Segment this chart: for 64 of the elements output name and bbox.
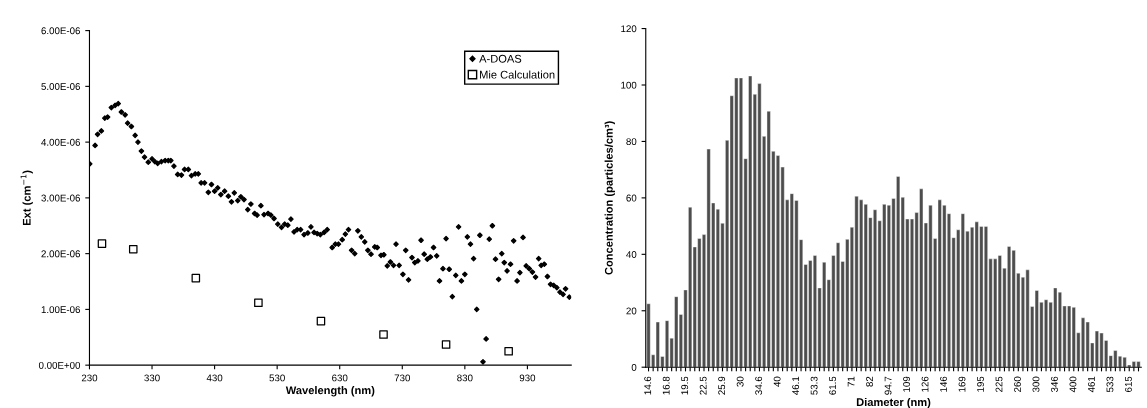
point	[254, 298, 263, 308]
x-tick-label: 430	[206, 374, 223, 382]
x-tick-label: 615	[1124, 376, 1132, 392]
point	[97, 239, 107, 248]
bar	[1122, 357, 1127, 368]
x-tick-label: 109	[903, 376, 910, 392]
x-tick-label: 126	[921, 376, 929, 392]
y-tick-label: 100	[621, 81, 637, 89]
y-tick-label: 3.00E-06	[41, 194, 81, 202]
x-tick-label: 19.5	[681, 376, 689, 395]
x-tick-label: 400	[1069, 376, 1077, 393]
x-tick-label: 730	[394, 374, 411, 382]
x-tick-label: 146	[940, 376, 947, 392]
bar	[1025, 269, 1030, 368]
point	[441, 340, 451, 349]
x-tick-label: 34.6	[755, 376, 763, 395]
y-tick-label: 1.00E-06	[41, 306, 81, 314]
x-tick-label: 930	[519, 374, 536, 382]
x-tick-label: 630	[332, 374, 348, 382]
y-tick-label: 0	[631, 363, 637, 371]
y-tick-label: 80	[626, 138, 637, 146]
x-tick-label: 346	[1051, 376, 1058, 393]
bar	[646, 303, 651, 368]
x-tick-label: 40	[773, 376, 781, 387]
x-tick-label: 25.9	[718, 376, 726, 395]
x-tick-label: 30	[736, 376, 744, 387]
point	[128, 244, 138, 254]
x-tick-label: 530	[269, 374, 285, 382]
x-tick-label: 225	[995, 376, 1003, 392]
x-tick-label: 260	[1014, 376, 1021, 392]
x-tick-label: 16.8	[662, 376, 670, 395]
x-tick-label: 830	[457, 374, 473, 382]
x-tick-label: 14.6	[644, 376, 652, 395]
y-tick-label: 2.00E-06	[41, 250, 81, 258]
x-tick-label: 53.3	[810, 376, 818, 395]
x-tick-label: 195	[977, 376, 984, 392]
y-tick-label: 60	[626, 194, 637, 202]
y-tick-label: 20	[626, 307, 637, 315]
legend-label: Mie Calculation	[480, 70, 555, 79]
y-tick-label: 6.00E-06	[41, 27, 81, 35]
y-tick-label: 0.00E+00	[38, 361, 81, 369]
x-tick-label: 46.1	[792, 376, 800, 395]
legend-label: A-DOAS	[479, 54, 522, 63]
x-tick-label: 22.5	[699, 376, 707, 395]
x-tick-label: 533	[1106, 376, 1114, 393]
x-tick-label: 71	[847, 376, 855, 387]
y-tick-label: 5.00E-06	[41, 83, 81, 90]
x-tick-label: 61.5	[829, 376, 837, 395]
x-tick-label: 300	[1032, 376, 1040, 393]
y-tick-label: 40	[626, 251, 637, 258]
point	[504, 346, 513, 356]
x-tick-label: 82	[866, 376, 874, 387]
y-tick-label: 4.00E-06	[41, 138, 81, 146]
y-tick-label: 120	[621, 25, 637, 33]
x-tick-label: 230	[81, 374, 98, 382]
y-axis-title: Concentration (particles/cm³)	[604, 121, 615, 275]
x-tick-label: 169	[958, 376, 966, 392]
point	[379, 330, 388, 339]
x-axis-title: Diameter (nm)	[856, 397, 931, 408]
x-tick-label: 330	[144, 374, 160, 382]
x-tick-label: 461	[1087, 376, 1095, 393]
y-axis-title: Ext (cm$^{−1}$)	[20, 170, 33, 226]
x-axis-title: Wavelength (nm)	[285, 386, 375, 397]
x-tick-label: 94.7	[884, 376, 892, 395]
